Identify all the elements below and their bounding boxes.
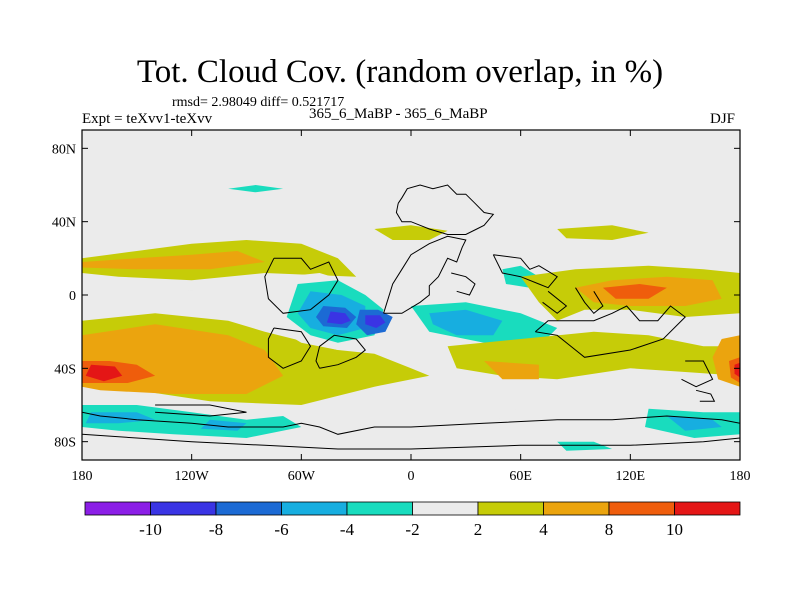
colorbar-label: -6 — [274, 520, 288, 539]
coastline — [575, 287, 604, 314]
axes: 180 120W 60W 0 60E 120E 180 80N 40N 0 40S 80S — [52, 130, 751, 484]
contour-region — [85, 364, 123, 382]
coastline — [695, 389, 716, 402]
colorbar-swatch — [412, 501, 479, 516]
coastline — [383, 235, 467, 314]
contour-region — [557, 441, 613, 451]
colorbar: -10 -8 -6 -4 -2 2 4 8 10 — [84, 501, 741, 539]
colorbar-label: 8 — [605, 520, 614, 539]
contour-region — [734, 362, 740, 378]
y-tick-label: 0 — [69, 289, 76, 304]
coastline — [542, 290, 568, 314]
colorbar-label: -4 — [340, 520, 355, 539]
colorbar-swatch — [608, 501, 675, 516]
colorbar-label: -8 — [209, 520, 223, 539]
colorbar-swatch — [477, 501, 544, 516]
coastline — [451, 272, 476, 296]
colorbar-swatch — [674, 501, 741, 516]
coastline — [395, 184, 495, 235]
coastline — [534, 305, 686, 358]
colorbar-swatch — [543, 501, 610, 516]
contour-region — [429, 309, 503, 336]
contour-region — [200, 419, 247, 431]
colorbar-label: 4 — [539, 520, 548, 539]
x-tick-label: 120E — [616, 469, 646, 484]
colorbar-swatch — [346, 501, 413, 516]
colorbar-swatch — [150, 501, 217, 516]
contour-region — [228, 185, 284, 193]
contour-region — [136, 185, 229, 195]
x-tick-label: 0 — [408, 469, 415, 484]
chart-title: Tot. Cloud Cov. (random overlap, in %) — [136, 54, 664, 90]
contour-region — [484, 361, 539, 380]
rmsd-diff-label: rmsd= 2.98049 diff= 0.521717 — [172, 95, 345, 110]
runs-label: 365_6_MaBP - 365_6_MaBP — [309, 106, 488, 122]
contour-region — [326, 311, 351, 325]
coastline — [82, 433, 740, 450]
contour-region — [602, 284, 667, 299]
contour-region — [365, 315, 386, 328]
y-tick-label: 40S — [54, 362, 76, 377]
y-tick-label: 80S — [54, 436, 76, 451]
x-tick-label: 180 — [730, 469, 751, 484]
y-tick-label: 40N — [52, 216, 76, 231]
colorbar-label: 10 — [666, 520, 683, 539]
contour-region — [557, 225, 649, 240]
colorbar-swatch — [215, 501, 282, 516]
x-tick-label: 60E — [509, 469, 532, 484]
coastline — [82, 411, 740, 435]
x-tick-label: 60W — [288, 469, 316, 484]
coastline — [681, 360, 714, 388]
coastline — [492, 254, 558, 289]
x-tick-label: 180 — [72, 469, 93, 484]
coastline — [315, 334, 367, 369]
contour-region — [82, 251, 265, 270]
colorbar-label: -10 — [139, 520, 162, 539]
coastline — [264, 257, 339, 314]
colorbar-swatch — [84, 501, 151, 516]
coastline — [267, 327, 312, 369]
x-tick-label: 120W — [175, 469, 210, 484]
coastline — [155, 404, 247, 417]
contour-region — [82, 287, 284, 310]
contour-region — [666, 416, 722, 431]
contour-region — [484, 408, 539, 420]
map-plot-area — [82, 130, 740, 460]
experiment-label: Expt = teXvv1-teXvv — [82, 111, 213, 127]
colorbar-label: -2 — [405, 520, 419, 539]
y-tick-label: 80N — [52, 142, 76, 157]
season-label: DJF — [710, 111, 736, 127]
colorbar-label: 2 — [474, 520, 483, 539]
colorbar-swatch — [281, 501, 348, 516]
